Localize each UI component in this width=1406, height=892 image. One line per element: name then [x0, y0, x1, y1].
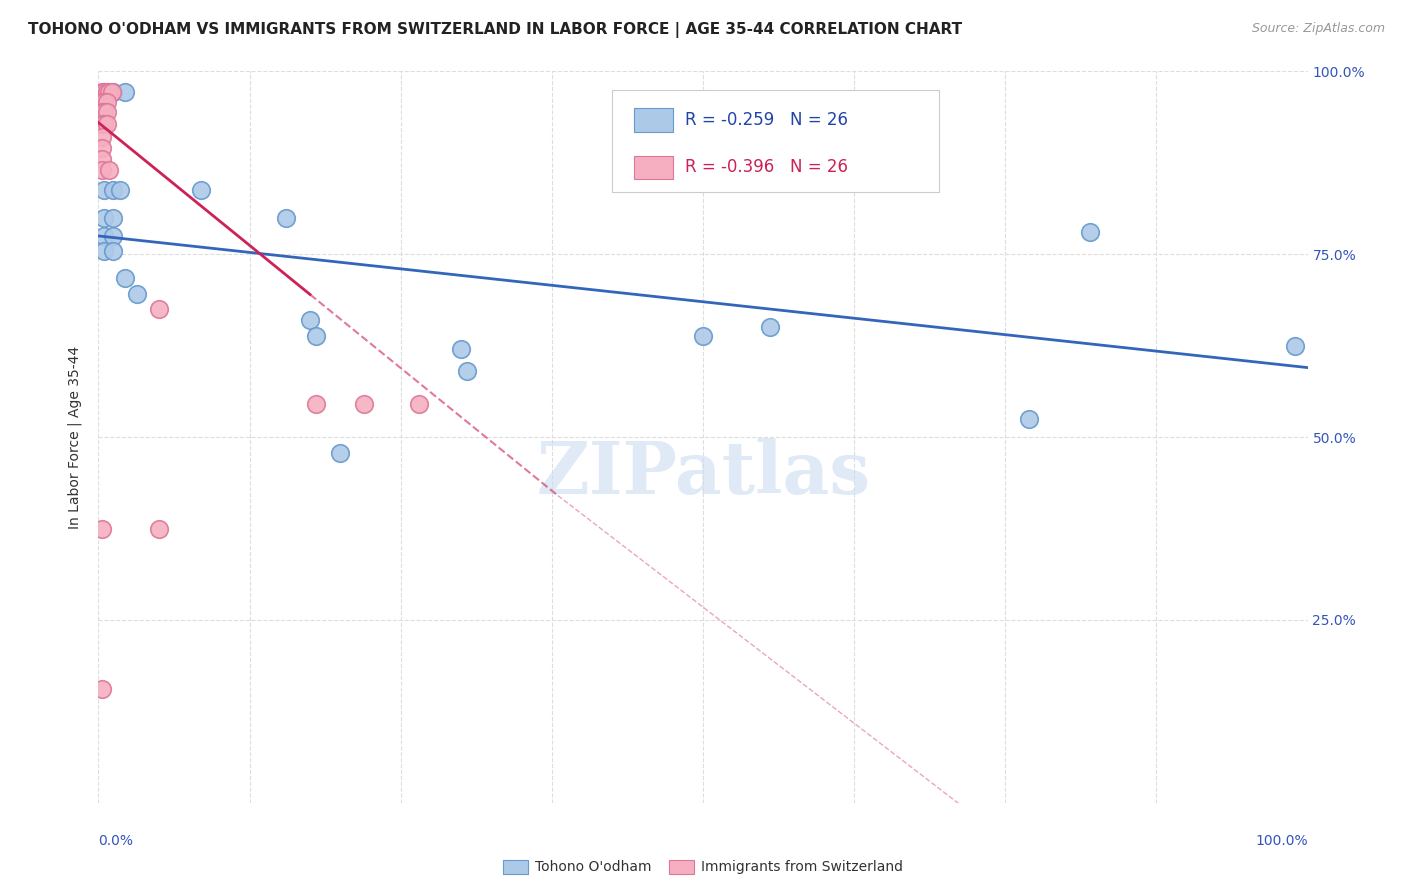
Point — [305, 397, 328, 411]
Point — [91, 130, 114, 145]
Point — [93, 85, 115, 99]
Point — [101, 85, 124, 99]
FancyBboxPatch shape — [613, 90, 939, 192]
Point — [1284, 338, 1306, 352]
Text: ZIPatlas: ZIPatlas — [536, 438, 870, 509]
FancyBboxPatch shape — [634, 108, 673, 132]
Point — [93, 183, 115, 197]
Point — [91, 104, 114, 119]
Point — [274, 211, 297, 225]
Point — [93, 117, 115, 131]
Point — [93, 211, 115, 225]
Point — [127, 287, 149, 301]
Point — [93, 104, 115, 119]
Point — [91, 95, 114, 109]
Point — [1018, 412, 1040, 426]
Point — [408, 397, 430, 411]
Point — [91, 152, 114, 166]
Text: 0.0%: 0.0% — [98, 834, 134, 848]
Text: 100.0%: 100.0% — [1256, 834, 1308, 848]
Point — [101, 183, 124, 197]
Point — [101, 228, 124, 243]
Point — [148, 521, 170, 535]
Point — [692, 329, 714, 343]
Point — [91, 521, 114, 535]
Point — [96, 104, 118, 119]
Text: R = -0.259   N = 26: R = -0.259 N = 26 — [685, 111, 848, 129]
Point — [758, 320, 780, 334]
Point — [114, 85, 136, 99]
Point — [101, 211, 124, 225]
FancyBboxPatch shape — [634, 156, 673, 179]
Point — [93, 244, 115, 258]
Point — [329, 446, 352, 460]
Point — [299, 313, 322, 327]
Point — [1078, 225, 1101, 239]
Point — [96, 95, 118, 109]
Point — [93, 85, 115, 99]
Point — [305, 329, 328, 343]
Point — [91, 85, 114, 99]
Point — [91, 163, 114, 178]
Y-axis label: In Labor Force | Age 35-44: In Labor Force | Age 35-44 — [67, 345, 83, 529]
Point — [98, 85, 121, 99]
Point — [108, 183, 131, 197]
Point — [91, 117, 114, 131]
Point — [353, 397, 375, 411]
Point — [456, 364, 478, 378]
Point — [93, 95, 115, 109]
Text: Source: ZipAtlas.com: Source: ZipAtlas.com — [1251, 22, 1385, 36]
Point — [91, 682, 114, 697]
Text: R = -0.396   N = 26: R = -0.396 N = 26 — [685, 159, 848, 177]
Point — [101, 244, 124, 258]
Point — [93, 228, 115, 243]
Point — [91, 141, 114, 155]
Point — [450, 343, 472, 357]
Text: TOHONO O'ODHAM VS IMMIGRANTS FROM SWITZERLAND IN LABOR FORCE | AGE 35-44 CORRELA: TOHONO O'ODHAM VS IMMIGRANTS FROM SWITZE… — [28, 22, 962, 38]
Point — [100, 85, 122, 99]
Point — [190, 183, 212, 197]
Point — [96, 85, 118, 99]
Legend: Tohono O'odham, Immigrants from Switzerland: Tohono O'odham, Immigrants from Switzerl… — [498, 854, 908, 880]
Point — [96, 117, 118, 131]
Point — [114, 270, 136, 285]
Point — [98, 163, 121, 178]
Point — [148, 301, 170, 317]
